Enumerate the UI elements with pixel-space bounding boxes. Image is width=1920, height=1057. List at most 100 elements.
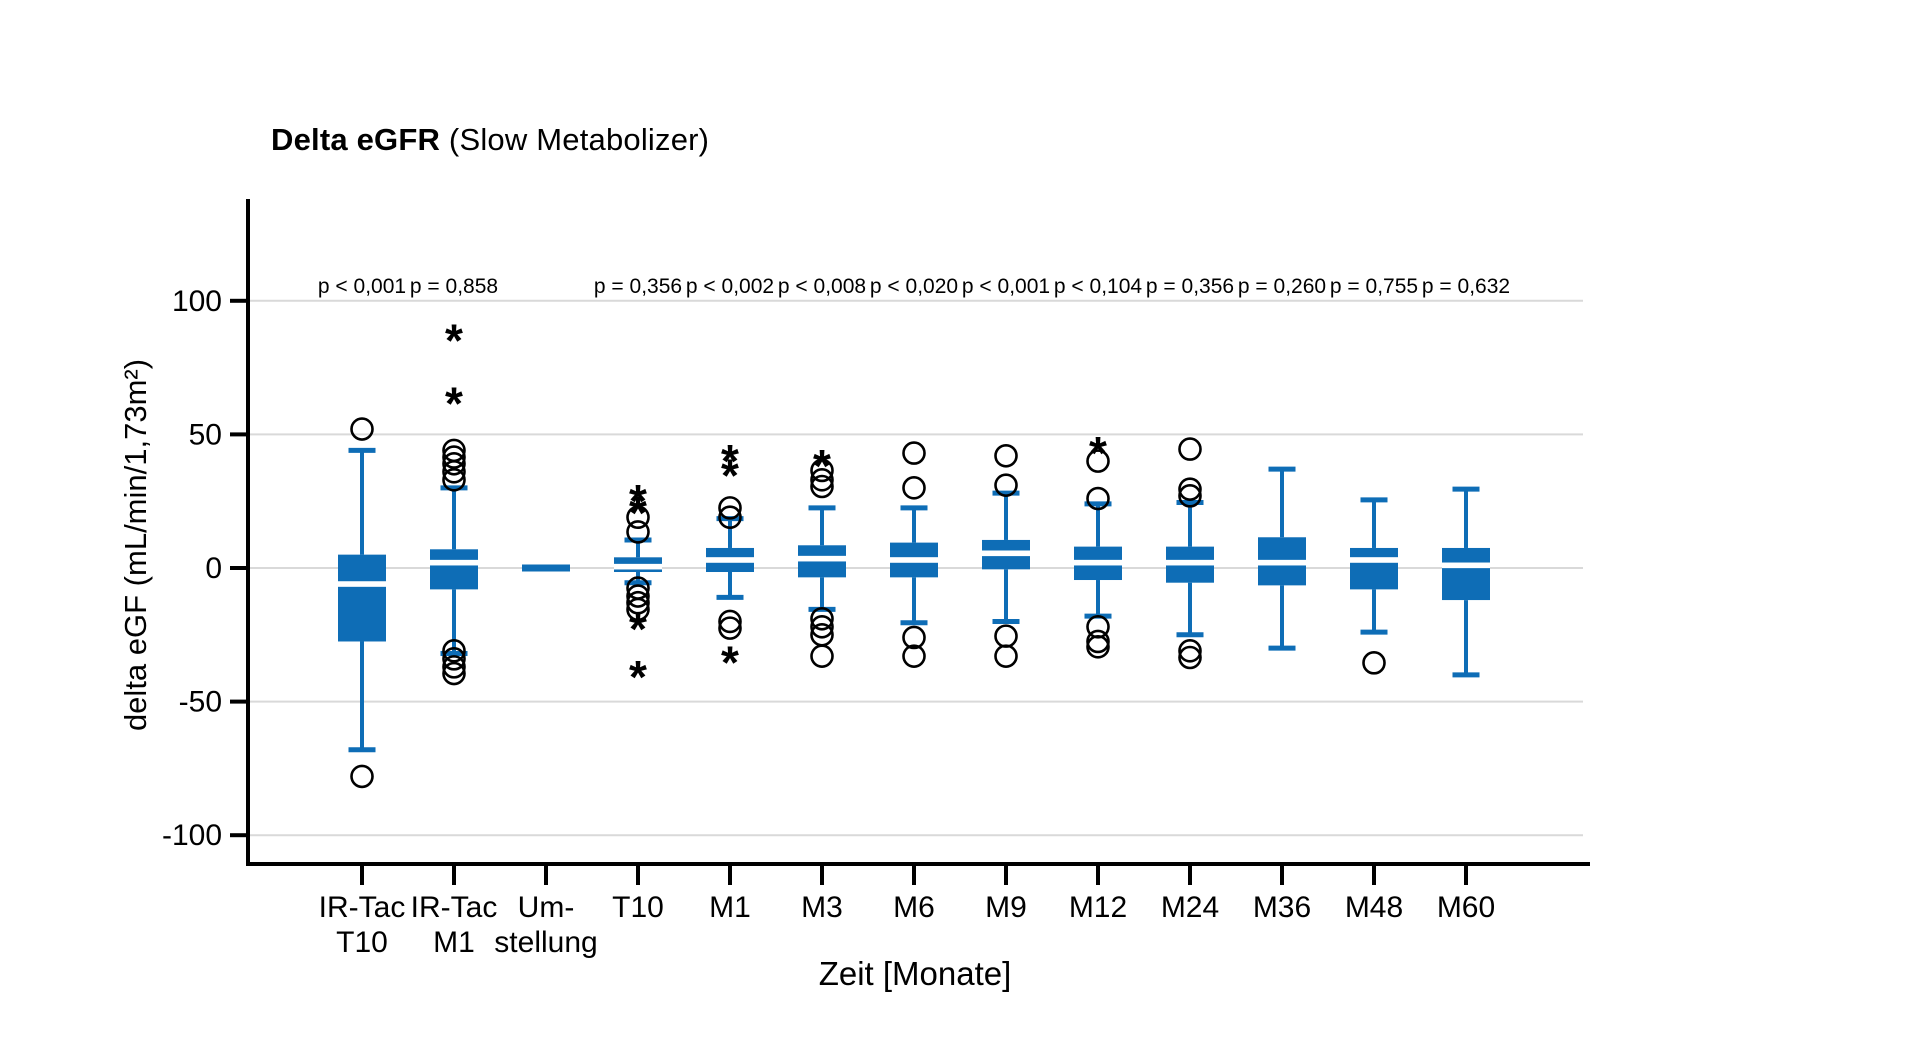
outlier-circle bbox=[442, 445, 466, 469]
iqr-box bbox=[1442, 547, 1490, 601]
x-tick-label: IR-Tac T10 bbox=[319, 891, 406, 959]
median-line bbox=[1166, 559, 1214, 566]
p-value-label: p < 0,008 bbox=[778, 275, 866, 298]
outlier-circle bbox=[1178, 437, 1202, 461]
p-value-label: p = 0,632 bbox=[1422, 275, 1510, 298]
outlier-circle bbox=[902, 644, 926, 668]
outlier-circle bbox=[902, 476, 926, 500]
x-tick-label: M9 bbox=[985, 891, 1027, 924]
boxplot-m3: * bbox=[798, 440, 846, 668]
outlier-circle bbox=[626, 520, 650, 544]
median-line bbox=[890, 557, 938, 563]
median-line bbox=[430, 559, 478, 566]
extreme-asterisk: * bbox=[629, 603, 647, 655]
boxplot-m12: * bbox=[1074, 427, 1122, 659]
median-line bbox=[1350, 557, 1398, 563]
x-tick-label: M48 bbox=[1345, 891, 1403, 924]
outlier-circle bbox=[902, 441, 926, 465]
y-tick-label: 0 bbox=[205, 552, 222, 585]
outlier-circle bbox=[442, 647, 466, 671]
x-tick-label: M24 bbox=[1161, 891, 1219, 924]
median-line bbox=[522, 564, 570, 572]
x-tick-label: M36 bbox=[1253, 891, 1311, 924]
boxplot-um--stellung bbox=[522, 564, 570, 572]
outlier-circle bbox=[442, 655, 466, 679]
extreme-asterisk: * bbox=[445, 315, 463, 367]
outlier-circle bbox=[718, 616, 742, 640]
extreme-asterisk: * bbox=[721, 435, 739, 487]
extreme-asterisk: * bbox=[721, 637, 739, 689]
outlier-circle bbox=[442, 460, 466, 484]
outlier-circle bbox=[350, 417, 374, 441]
median-line bbox=[1442, 562, 1490, 569]
x-tick-label: IR-Tac M1 bbox=[411, 891, 498, 959]
x-tick-label: M12 bbox=[1069, 891, 1127, 924]
median-line bbox=[798, 555, 846, 562]
outlier-circle bbox=[810, 606, 834, 631]
outlier-circle bbox=[902, 625, 926, 650]
outlier-circle bbox=[810, 474, 834, 499]
median-line bbox=[338, 581, 386, 587]
p-value-label: p = 0,356 bbox=[594, 275, 682, 298]
boxplot-m9 bbox=[982, 443, 1030, 668]
extreme-asterisk: * bbox=[721, 449, 739, 501]
outlier-circle bbox=[718, 505, 742, 530]
y-tick-label: 50 bbox=[189, 418, 222, 451]
extreme-asterisk: * bbox=[629, 475, 647, 527]
x-tick-label: Um-stellung bbox=[494, 891, 597, 959]
outlier-circle bbox=[442, 468, 466, 492]
outlier-circle bbox=[810, 468, 834, 492]
iqr-box bbox=[430, 549, 478, 590]
outlier-circle bbox=[442, 451, 466, 476]
boxplot-m24 bbox=[1166, 437, 1214, 670]
p-value-label: p = 0,356 bbox=[1146, 275, 1234, 298]
p-value-label: p < 0,020 bbox=[870, 275, 958, 298]
p-value-label: p = 0,858 bbox=[410, 275, 498, 298]
median-line bbox=[706, 557, 754, 563]
outlier-circle bbox=[994, 624, 1018, 648]
y-tick-label: -50 bbox=[179, 686, 222, 719]
x-tick-label: M3 bbox=[801, 891, 843, 924]
median-line bbox=[982, 550, 1030, 557]
p-value-label: p < 0,002 bbox=[686, 275, 774, 298]
outlier-circle bbox=[442, 661, 466, 686]
chart-title-bold: Delta eGFR bbox=[271, 122, 441, 157]
iqr-box bbox=[1350, 547, 1398, 590]
boxplot-m36 bbox=[1258, 466, 1306, 651]
outlier-circle bbox=[994, 644, 1018, 668]
p-value-label: p = 0,260 bbox=[1238, 275, 1326, 298]
outlier-circle bbox=[1178, 645, 1202, 670]
outlier-circle bbox=[1362, 651, 1386, 675]
outlier-circle bbox=[350, 764, 374, 789]
p-value-label: p < 0,104 bbox=[1054, 275, 1142, 298]
x-tick-label: M6 bbox=[893, 891, 935, 924]
median-line bbox=[1258, 559, 1306, 566]
outlier-circle bbox=[442, 639, 466, 663]
boxplot-m48 bbox=[1350, 497, 1398, 675]
p-value-label: p = 0,755 bbox=[1330, 275, 1418, 298]
outlier-circle bbox=[994, 473, 1018, 497]
chart-title: Delta eGFR (Slow Metabolizer) bbox=[271, 122, 709, 158]
outlier-circle bbox=[810, 614, 834, 639]
y-tick-label: 100 bbox=[172, 285, 222, 318]
outlier-circle bbox=[626, 597, 650, 622]
outlier-circle bbox=[810, 644, 834, 668]
extreme-asterisk: * bbox=[629, 651, 647, 703]
x-tick-label: M1 bbox=[709, 891, 751, 924]
outlier-circle bbox=[1178, 477, 1202, 501]
extreme-asterisk: * bbox=[445, 377, 463, 429]
outlier-circle bbox=[626, 590, 650, 615]
outlier-circle bbox=[718, 609, 742, 634]
outlier-circle bbox=[1086, 635, 1110, 659]
outlier-circle bbox=[718, 496, 742, 520]
y-tick-label: -100 bbox=[162, 819, 222, 852]
boxplot-ir-tac-m1: ** bbox=[430, 315, 478, 686]
outlier-circle bbox=[994, 443, 1018, 468]
x-axis-title: Zeit [Monate] bbox=[818, 955, 1012, 992]
boxplot-t10: **** bbox=[614, 475, 662, 703]
median-line bbox=[1074, 559, 1122, 566]
boxplot-ir-tac-t10 bbox=[338, 417, 386, 789]
median-line bbox=[614, 563, 662, 570]
outlier-circle bbox=[626, 584, 650, 608]
